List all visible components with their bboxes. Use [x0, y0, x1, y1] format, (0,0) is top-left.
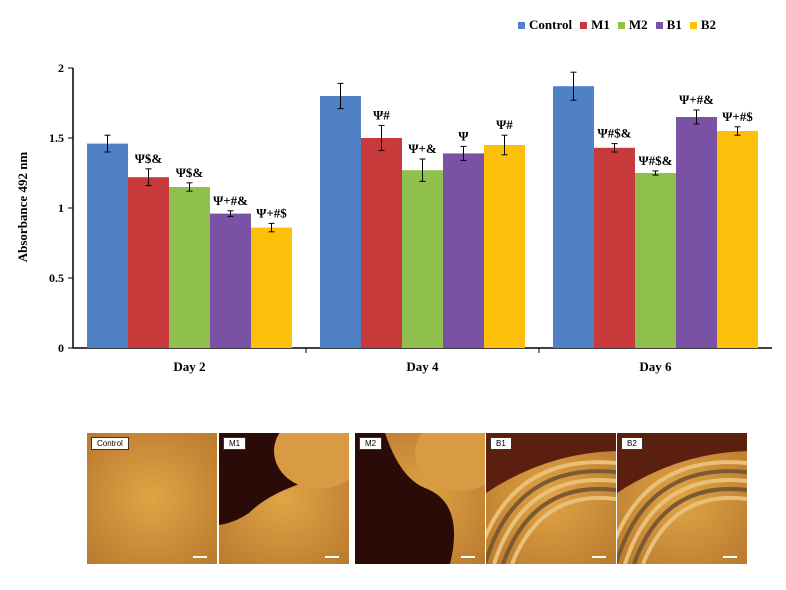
bar-b2-2 — [484, 145, 525, 348]
legend-swatch — [580, 21, 588, 29]
legend-swatch — [655, 21, 663, 29]
bar-m1-1 — [128, 177, 169, 348]
micrograph-control: Control — [87, 433, 217, 564]
error-bar — [460, 145, 467, 161]
significance-label: Ψ+& — [408, 141, 437, 156]
significance-label: Ψ$& — [135, 151, 163, 166]
scale-bar — [592, 556, 606, 558]
error-bar — [186, 182, 193, 192]
error-bar — [145, 168, 152, 187]
scale-bar — [723, 556, 737, 558]
error-bar — [611, 143, 618, 153]
significance-label: Ψ+#& — [213, 193, 248, 208]
significance-label: Ψ# — [373, 107, 390, 122]
bar-m2-1 — [169, 187, 210, 348]
legend-label: B2 — [700, 17, 717, 32]
legend-label: B1 — [666, 17, 682, 32]
y-tick-label: 1.5 — [49, 131, 64, 145]
micrograph-image — [87, 433, 217, 564]
bar-b1-1 — [210, 213, 251, 348]
significance-label: Ψ+#& — [679, 92, 714, 107]
error-bar — [501, 134, 508, 156]
legend-label: M2 — [628, 17, 648, 32]
error-bar — [378, 124, 385, 152]
micrograph-m1: M1 — [219, 433, 349, 564]
significance-label: Ψ#$& — [598, 126, 632, 141]
error-bar — [227, 210, 234, 217]
scale-bar — [193, 556, 207, 558]
bar-m2-2 — [402, 170, 443, 348]
significance-label: Ψ+#$ — [722, 109, 753, 124]
error-bar — [419, 158, 426, 182]
legend-label: M1 — [591, 17, 610, 32]
x-tick-label: Day 2 — [173, 359, 205, 374]
x-tick-label: Day 4 — [406, 359, 439, 374]
y-tick-label: 2 — [58, 61, 64, 75]
legend-label: Control — [529, 17, 573, 32]
significance-label: Ψ$& — [176, 165, 204, 180]
y-tick-label: 0 — [58, 341, 64, 355]
micrograph-image — [486, 433, 616, 564]
error-bar — [693, 109, 700, 125]
micrograph-label: B2 — [621, 437, 643, 450]
micrograph-b2: B2 — [617, 433, 747, 564]
bar-m1-3 — [594, 147, 635, 348]
micrograph-m2: M2 — [355, 433, 485, 564]
bar-b1-3 — [676, 117, 717, 348]
micrograph-label: Control — [91, 437, 129, 450]
legend-item-m1: M1 — [580, 17, 610, 33]
micrograph-image — [219, 433, 349, 564]
bar-m1-2 — [361, 138, 402, 348]
legend-swatch — [689, 21, 697, 29]
x-tick-label: Day 6 — [639, 359, 672, 374]
bar-m2-3 — [635, 173, 676, 348]
micrograph-panel: Control M1 M2 B1 B2 — [87, 433, 748, 564]
chart-bars: Ψ$& Ψ$& Ψ+#& Ψ+#$ Ψ# Ψ+& Ψ Ψ# Ψ#$& Ψ#$& Ψ+#& Ψ+#$ — [87, 71, 758, 348]
legend-swatch — [518, 21, 525, 29]
error-bar — [734, 126, 741, 136]
significance-label: Ψ#$& — [639, 153, 673, 168]
error-bar — [337, 82, 344, 110]
micrograph-b1: B1 — [486, 433, 616, 564]
micrograph-image — [355, 433, 485, 564]
error-bar — [268, 222, 275, 233]
y-tick-label: 0.5 — [49, 271, 64, 285]
y-axis-label: Absorbance 492 nm — [15, 152, 30, 263]
legend-swatch — [617, 21, 625, 29]
significance-label: Ψ+#$ — [256, 205, 287, 220]
legend-item-b2: B2 — [689, 17, 717, 33]
significance-label: Ψ — [458, 128, 469, 143]
significance-label: Ψ# — [496, 117, 513, 132]
y-tick-label: 1 — [58, 201, 64, 215]
bar-b2-1 — [251, 227, 292, 348]
micrograph-label: B1 — [490, 437, 512, 450]
bar-control-3 — [553, 86, 594, 348]
chart-legend: Control M1 M2 B1 B2 — [518, 17, 724, 33]
legend-item-m2: M2 — [617, 17, 648, 33]
micrograph-image — [617, 433, 747, 564]
legend-item-control: Control — [518, 17, 572, 33]
error-bar — [570, 71, 577, 101]
error-bar — [104, 134, 111, 153]
bar-control-1 — [87, 143, 128, 348]
micrograph-label: M2 — [359, 437, 383, 450]
bar-control-2 — [320, 96, 361, 348]
error-bar — [652, 170, 659, 176]
bar-b2-3 — [717, 131, 758, 348]
scale-bar — [461, 556, 475, 558]
legend-item-b1: B1 — [655, 17, 682, 33]
micrograph-label: M1 — [223, 437, 247, 450]
bar-b1-2 — [443, 153, 484, 348]
scale-bar — [325, 556, 339, 558]
